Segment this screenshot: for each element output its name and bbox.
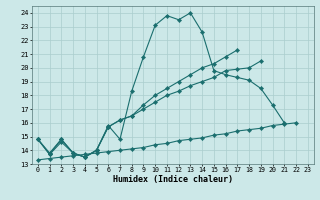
X-axis label: Humidex (Indice chaleur): Humidex (Indice chaleur) — [113, 175, 233, 184]
